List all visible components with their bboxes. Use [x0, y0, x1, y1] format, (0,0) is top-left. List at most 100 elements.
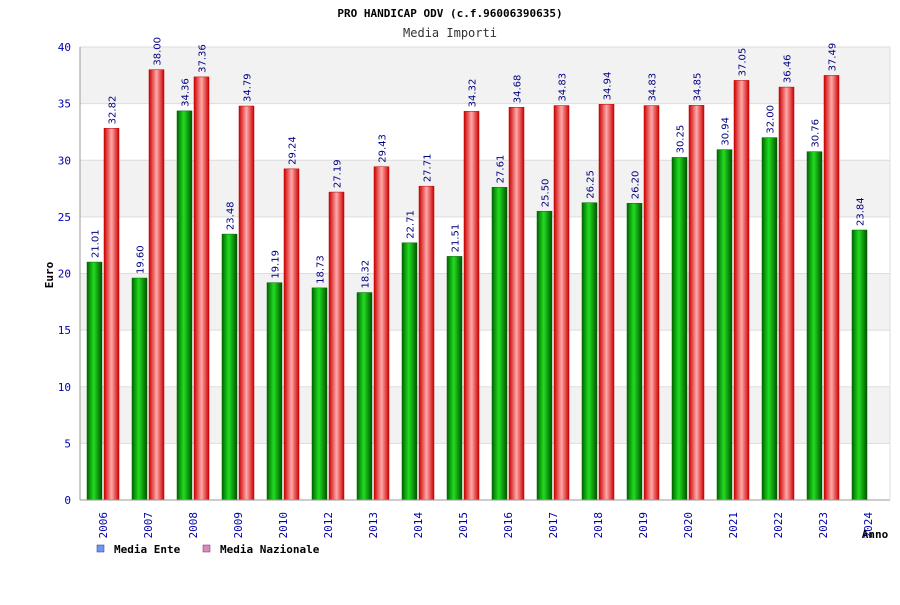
- bar-media-ente-2008: [176, 110, 193, 501]
- data-label: 30.76: [811, 119, 822, 148]
- data-label: 34.36: [181, 78, 192, 107]
- x-tick-label: 2016: [502, 512, 515, 539]
- data-label: 25.50: [541, 179, 552, 208]
- data-label: 34.68: [513, 75, 524, 104]
- bar-media-ente-2013: [356, 292, 373, 501]
- data-label: 34.83: [558, 73, 569, 102]
- bar-media-ente-2020: [671, 157, 688, 501]
- data-label: 19.19: [271, 250, 282, 279]
- data-label: 37.36: [198, 44, 209, 73]
- x-tick-label: 2018: [592, 512, 605, 539]
- x-tick-label: 2020: [682, 512, 695, 539]
- data-label: 21.51: [451, 224, 462, 253]
- grid-band: [80, 160, 890, 217]
- x-tick-label: 2013: [367, 512, 380, 539]
- bar-media-ente-2016: [491, 187, 508, 501]
- legend: Media Ente Media Nazionale: [96, 543, 320, 556]
- legend-swatch-media-ente: [96, 544, 105, 553]
- data-label: 34.94: [603, 72, 614, 101]
- bar-media-ente-2018: [581, 202, 598, 501]
- grid-band: [80, 330, 890, 387]
- data-label: 26.20: [631, 171, 642, 200]
- data-label: 21.01: [91, 229, 102, 258]
- x-tick-label: 2012: [322, 512, 335, 539]
- x-tick-label: 2023: [817, 512, 830, 539]
- bar-media-ente-2009: [221, 233, 238, 501]
- data-label: 29.43: [378, 134, 389, 163]
- x-tick-label: 2006: [97, 512, 110, 539]
- legend-label-media-nazionale: Media Nazionale: [220, 543, 320, 556]
- data-label: 32.82: [108, 96, 119, 125]
- x-tick-label: 2014: [412, 512, 425, 539]
- data-label: 23.48: [226, 201, 237, 230]
- grid-band: [80, 273, 890, 331]
- bar-media-ente-2007: [131, 277, 148, 501]
- data-label: 38.00: [153, 37, 164, 66]
- y-tick-label: 40: [58, 41, 71, 54]
- data-label: 27.61: [496, 155, 507, 184]
- bar-media-nazionale-2018: [598, 104, 615, 501]
- bar-media-nazionale-2015: [463, 111, 480, 501]
- data-label: 34.79: [243, 73, 254, 102]
- y-tick-label: 10: [58, 381, 71, 394]
- legend-swatch-media-nazionale: [202, 544, 211, 553]
- grid-band: [80, 443, 890, 500]
- data-label: 19.60: [136, 245, 147, 274]
- bar-media-ente-2015: [446, 256, 463, 501]
- bar-media-nazionale-2019: [643, 105, 660, 501]
- legend-label-media-ente: Media Ente: [114, 543, 181, 556]
- x-tick-label: 2008: [187, 512, 200, 539]
- bar-media-nazionale-2014: [418, 185, 435, 501]
- bar-media-ente-2014: [401, 242, 418, 501]
- bar-media-nazionale-2023: [823, 75, 840, 501]
- bar-media-nazionale-2016: [508, 106, 525, 501]
- bar-media-nazionale-2013: [373, 166, 390, 501]
- x-tick-label: 2021: [727, 512, 740, 539]
- data-label: 23.84: [856, 197, 867, 226]
- bar-media-ente-2012: [311, 287, 328, 501]
- y-tick-label: 35: [58, 98, 71, 111]
- x-tick-label: 2009: [232, 512, 245, 539]
- bar-media-nazionale-2017: [553, 105, 570, 501]
- bar-media-nazionale-2022: [778, 86, 795, 501]
- y-tick-label: 0: [64, 494, 71, 507]
- bar-media-nazionale-2008: [193, 76, 210, 501]
- y-tick-label: 25: [58, 211, 71, 224]
- x-axis-label: Anno: [862, 528, 889, 541]
- bar-media-nazionale-2010: [283, 168, 300, 501]
- x-tick-label: 2022: [772, 512, 785, 539]
- y-axis-label: Euro: [43, 261, 56, 288]
- bar-media-ente-2024: [851, 229, 868, 501]
- grid-band: [80, 386, 890, 444]
- grid-band: [80, 47, 890, 104]
- y-tick-label: 15: [58, 324, 71, 337]
- data-label: 36.46: [783, 54, 794, 83]
- data-label: 30.94: [721, 117, 732, 146]
- x-tick-label: 2017: [547, 512, 560, 539]
- data-label: 18.32: [361, 260, 372, 289]
- data-label: 30.25: [676, 125, 687, 154]
- x-tick-label: 2010: [277, 512, 290, 539]
- bar-media-nazionale-2012: [328, 191, 345, 501]
- bar-media-nazionale-2006: [103, 128, 120, 501]
- data-label: 27.71: [423, 154, 434, 183]
- y-tick-label: 30: [58, 154, 71, 167]
- data-label: 18.73: [316, 255, 327, 284]
- bar-media-ente-2023: [806, 151, 823, 501]
- grid-band: [80, 103, 890, 161]
- data-label: 29.24: [288, 136, 299, 165]
- grid-band: [80, 216, 890, 274]
- bar-media-ente-2006: [86, 261, 103, 501]
- data-label: 32.00: [766, 105, 777, 134]
- bar-media-nazionale-2009: [238, 105, 255, 501]
- data-label: 37.05: [738, 48, 749, 77]
- data-label: 34.83: [648, 73, 659, 102]
- data-label: 34.32: [468, 79, 479, 108]
- bar-media-ente-2022: [761, 137, 778, 501]
- bar-media-nazionale-2021: [733, 80, 750, 501]
- bar-media-ente-2017: [536, 210, 553, 501]
- bar-media-ente-2019: [626, 203, 643, 501]
- y-tick-label: 20: [58, 268, 71, 281]
- x-tick-label: 2015: [457, 512, 470, 539]
